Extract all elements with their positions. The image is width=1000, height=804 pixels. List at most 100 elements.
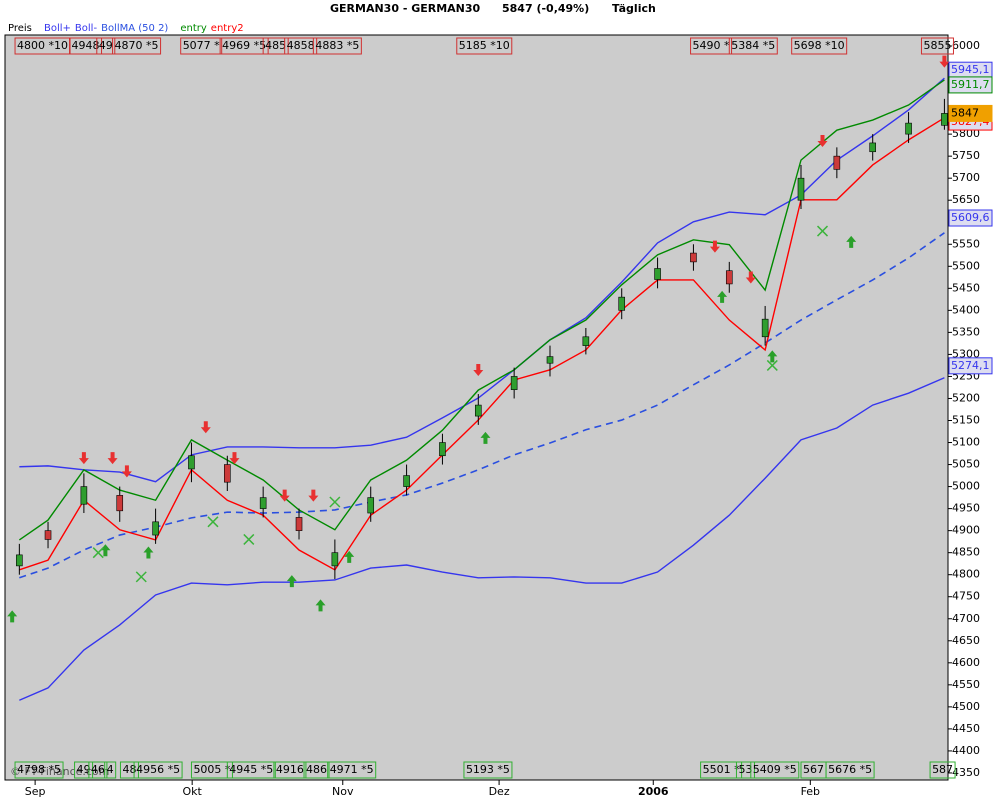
signal-arrow — [279, 489, 290, 502]
annotation-box — [190, 761, 233, 779]
x-tick-label: Dez — [489, 785, 510, 798]
y-tick-label: 4800 — [952, 568, 980, 581]
annotation-box — [825, 761, 875, 779]
candle-body — [403, 475, 410, 487]
legend-entry: BollMA (50 2) — [101, 23, 168, 34]
annotation-label: 4858 — [287, 39, 315, 52]
signal-arrow — [100, 544, 111, 557]
annotation-label: 4870 *5 — [115, 39, 159, 52]
y-tick-label: 4750 — [952, 590, 980, 603]
annotation-label: 4916 — [276, 763, 304, 776]
candle-body — [331, 552, 339, 567]
candle-body — [224, 464, 231, 483]
annotation-label: 5005 * — [193, 763, 230, 776]
annotation-box — [750, 761, 800, 779]
annotation-label: 4883 *5 — [315, 39, 359, 52]
annotation-box — [133, 761, 183, 779]
annotation-label: 5698 *10 — [794, 39, 845, 52]
y-tick-label: 4400 — [952, 744, 980, 757]
x-tick-label: Okt — [182, 785, 202, 798]
y-tick-label: 4650 — [952, 634, 980, 647]
y-tick-label: 5200 — [952, 391, 980, 404]
annotation-box — [180, 37, 223, 55]
legend-entry: entry2 — [211, 23, 244, 34]
y-tick-label: 5700 — [952, 171, 980, 184]
value-box — [948, 357, 993, 375]
annotation-label: 49 — [77, 763, 91, 776]
annotation-box — [88, 761, 108, 779]
annotation-box — [920, 37, 954, 55]
annotation-label: 567 — [803, 763, 824, 776]
signal-arrow — [107, 452, 118, 465]
y-tick-label: 5650 — [952, 193, 980, 206]
candle-body — [654, 268, 661, 280]
annotation-box — [14, 761, 64, 779]
y-tick-label: 4500 — [952, 700, 980, 713]
y-tick-label: 5150 — [952, 413, 980, 426]
annotation-label: 587 — [932, 763, 953, 776]
candle-body — [833, 155, 841, 170]
signal-cross — [816, 225, 829, 237]
signal-arrow — [939, 55, 950, 68]
candle-body — [152, 521, 159, 536]
candle-body — [761, 318, 769, 338]
signal-arrow — [817, 134, 828, 147]
signal-arrow — [846, 235, 857, 248]
signal-arrow — [473, 364, 484, 377]
value-box-label: 5847 — [951, 106, 979, 119]
value-box — [948, 209, 993, 227]
annotation-box — [791, 37, 848, 55]
annotation-box — [463, 761, 513, 779]
signal-cross — [135, 571, 147, 583]
y-tick-label: 5550 — [952, 237, 980, 250]
candle-body — [510, 376, 518, 390]
annotation-label: 486 — [306, 763, 327, 776]
y-tick-label: 5300 — [952, 347, 980, 360]
legend-entry: Boll+ — [44, 23, 71, 34]
y-tick-label: 5450 — [952, 281, 980, 294]
annotation-label: 4956 *5 — [136, 763, 180, 776]
value-box-label: 5911,7 — [951, 78, 990, 91]
annotation-box — [929, 761, 956, 779]
annotation-label: 4 — [107, 763, 114, 776]
annotation-label: 5193 *5 — [466, 763, 510, 776]
annotation-box — [327, 761, 377, 779]
candle-body — [188, 455, 195, 470]
x-tick-label: 2006 — [638, 785, 669, 798]
annotation-box — [690, 37, 733, 55]
candle-body — [116, 495, 124, 512]
y-tick-label: 5750 — [952, 149, 980, 162]
y-tick-label: 5100 — [952, 436, 980, 449]
y-tick-label: 4950 — [952, 502, 980, 515]
y-tick-label: 6000 — [952, 39, 980, 52]
signal-arrow — [286, 575, 297, 588]
candle-body — [44, 530, 52, 540]
signal-arrow — [229, 452, 240, 465]
signal-arrow — [7, 610, 18, 623]
y-tick-label: 5500 — [952, 259, 980, 272]
annotation-box — [284, 37, 318, 55]
x-tick-label: Nov — [332, 785, 354, 798]
annotation-label: 4971 *5 — [330, 763, 374, 776]
value-box-label: 5945,1 — [951, 63, 990, 76]
legend-entry: Boll- — [75, 23, 98, 34]
signal-cross — [92, 547, 104, 559]
series-line — [18, 79, 945, 541]
annotation-label: 5676 *5 — [828, 763, 872, 776]
annotation-label: 48 — [122, 763, 136, 776]
y-tick-label: 4550 — [952, 678, 980, 691]
y-tick-label: 4700 — [952, 612, 980, 625]
annotation-label: 53 — [738, 763, 752, 776]
candle-body — [259, 497, 267, 509]
price: 5847 (-0,49%) — [502, 2, 589, 15]
candle-body — [941, 113, 948, 126]
candle-body — [618, 296, 626, 311]
y-tick-label: 5000 — [952, 480, 980, 493]
candle-body — [367, 497, 375, 514]
signal-cross — [766, 359, 778, 371]
value-box — [948, 76, 993, 94]
candle-body — [725, 270, 733, 285]
annotation-box — [273, 761, 307, 779]
annotation-box — [96, 37, 116, 55]
